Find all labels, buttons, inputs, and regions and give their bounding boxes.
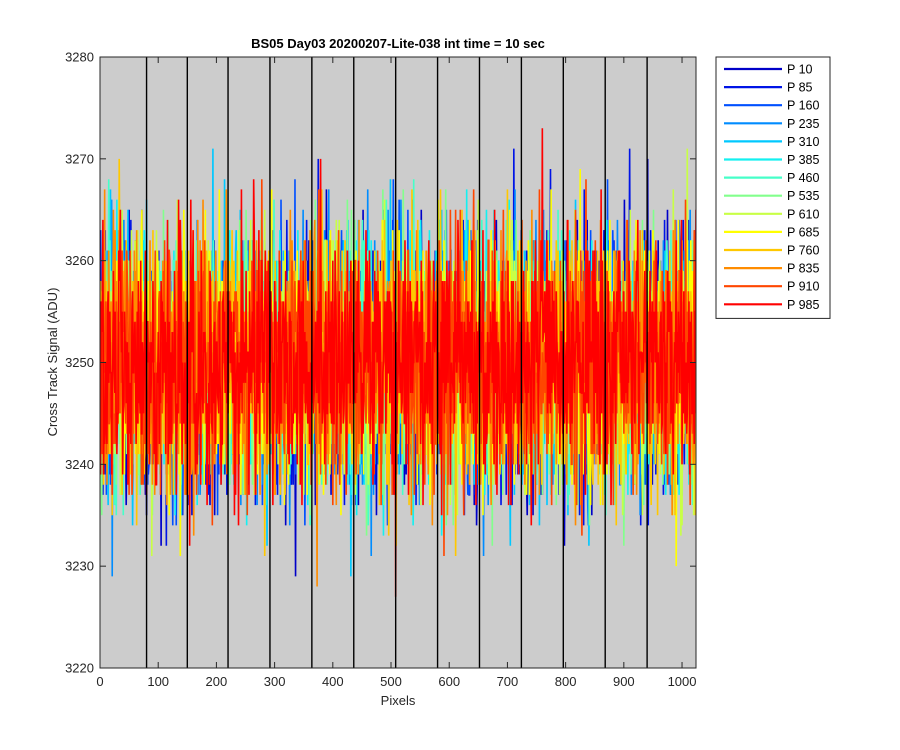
legend-entry: P 85 xyxy=(787,81,813,95)
y-tick-label: 3280 xyxy=(65,50,94,65)
legend-entry: P 985 xyxy=(787,298,819,312)
x-tick-label: 400 xyxy=(322,674,344,689)
legend-entry: P 310 xyxy=(787,135,819,149)
x-tick-label: 800 xyxy=(555,674,577,689)
legend-entry: P 160 xyxy=(787,99,819,113)
x-tick-label: 300 xyxy=(264,674,286,689)
y-tick-label: 3270 xyxy=(65,151,94,166)
legend-entry: P 760 xyxy=(787,244,819,258)
legend: P 10 P 85 P 160 P 235 P 310 P 385 P 460 P 535 P … xyxy=(715,56,831,319)
y-tick-label: 3230 xyxy=(65,559,94,574)
y-axis-label: Cross Track Signal (ADU) xyxy=(45,288,60,437)
legend-entry: P 235 xyxy=(787,117,819,131)
series-line-p-985 xyxy=(100,128,696,597)
legend-entry: P 10 xyxy=(787,63,813,77)
legend-entry: P 835 xyxy=(787,262,819,276)
x-tick-label: 600 xyxy=(438,674,460,689)
legend-entry: P 535 xyxy=(787,189,819,203)
legend-entry: P 460 xyxy=(787,171,819,185)
legend-entry: P 910 xyxy=(787,280,819,294)
x-tick-label: 900 xyxy=(613,674,635,689)
y-tick-label: 3240 xyxy=(65,457,94,472)
x-tick-label: 200 xyxy=(206,674,228,689)
x-tick-label: 1000 xyxy=(668,674,697,689)
y-tick-label: 3220 xyxy=(65,661,94,676)
legend-entry: P 610 xyxy=(787,207,819,221)
x-tick-label: 500 xyxy=(380,674,402,689)
chart-title: BS05 Day03 20200207-Lite-038 int time = … xyxy=(251,36,545,51)
x-tick-label: 0 xyxy=(96,674,103,689)
y-tick-label: 3250 xyxy=(65,355,94,370)
x-axis-label: Pixels xyxy=(381,693,416,708)
legend-entry: P 385 xyxy=(787,153,819,167)
x-tick-label: 700 xyxy=(497,674,519,689)
y-tick-label: 3260 xyxy=(65,253,94,268)
legend-entry: P 685 xyxy=(787,225,819,239)
legend-box xyxy=(715,56,831,319)
x-tick-label: 100 xyxy=(147,674,169,689)
